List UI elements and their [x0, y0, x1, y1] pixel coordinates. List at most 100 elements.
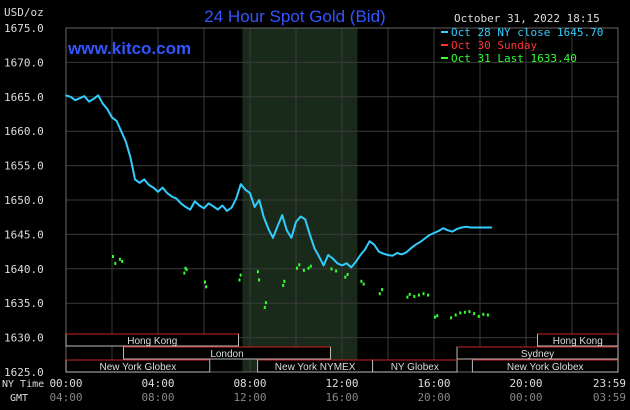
series-point: [442, 227, 445, 230]
prior-day-dot: [381, 288, 384, 292]
chart-title: 24 Hour Spot Gold (Bid): [204, 7, 385, 26]
prior-day-dot: [256, 270, 259, 274]
date-label: October 31, 2022 18:15: [454, 12, 600, 25]
series-point: [490, 226, 493, 229]
y-tick-label: 1635.0: [4, 297, 44, 310]
series-point: [281, 214, 284, 216]
y-tick-label: 1665.0: [4, 91, 44, 104]
series-point: [115, 120, 118, 122]
series-point: [286, 229, 288, 232]
series-point: [221, 204, 224, 207]
series-point: [378, 250, 380, 253]
session-label: London: [210, 349, 243, 360]
series-point: [387, 254, 389, 256]
series-point: [203, 207, 205, 210]
session-label: New York Globex: [100, 362, 177, 373]
y-axis-unit: USD/oz: [4, 6, 44, 19]
prior-day-dot: [427, 293, 430, 297]
prior-day-dot: [307, 266, 310, 270]
series-point: [350, 266, 353, 269]
series-point: [65, 94, 67, 97]
prior-day-dot: [309, 264, 312, 268]
x-tick-label-gmt: 12:00: [233, 391, 266, 404]
series-point: [217, 208, 219, 211]
prior-day-dot: [282, 283, 285, 287]
session-label: Sydney: [521, 349, 554, 360]
series-point: [410, 247, 412, 249]
series-point: [428, 234, 431, 236]
prior-day-dot: [408, 292, 411, 296]
prior-day-dot: [454, 313, 457, 317]
series-point: [447, 229, 449, 232]
series-point: [129, 156, 132, 159]
series-point: [143, 178, 145, 181]
x-tick-label-ny: 20:00: [509, 377, 542, 390]
series-point: [488, 226, 491, 229]
series-point: [226, 210, 228, 212]
series-point: [138, 182, 141, 184]
y-tick-label: 1660.0: [4, 125, 44, 138]
y-tick-label: 1650.0: [4, 194, 44, 207]
series-point: [368, 240, 371, 243]
series-point: [166, 192, 168, 194]
series-point: [405, 251, 408, 254]
prior-day-dot: [263, 305, 266, 309]
series-point: [474, 226, 477, 229]
series-point: [263, 216, 265, 218]
series-point: [125, 140, 127, 143]
series-point: [327, 254, 330, 256]
session-label: Hong Kong: [553, 336, 603, 347]
series-point: [465, 226, 468, 228]
series-point: [69, 96, 72, 98]
series-point: [359, 254, 362, 256]
x-tick-label-gmt: 16:00: [325, 391, 358, 404]
series-point: [253, 206, 256, 208]
sessions-layer: Hong Kong Hong Kong London Sydney New York G…: [65, 333, 619, 373]
series-point: [120, 130, 122, 132]
series-point: [106, 108, 109, 110]
series-point: [272, 237, 274, 239]
series-point: [373, 243, 376, 246]
prior-day-dot: [205, 285, 208, 289]
series-point: [332, 257, 334, 260]
x-tick-label-ny: 08:00: [233, 377, 266, 390]
y-tick-label: 1630.0: [4, 332, 44, 345]
session-label: Hong Kong: [127, 336, 177, 347]
series-point: [382, 252, 385, 255]
series-point: [194, 200, 196, 203]
y-tick-label: 1655.0: [4, 160, 44, 173]
x-tick-label-ny: 16:00: [417, 377, 450, 390]
series-point: [249, 192, 251, 194]
x-tick-labels: 00:0004:0004:0008:0008:0012:0012:0016:00…: [49, 377, 626, 404]
series-point: [336, 262, 339, 265]
prior-day-dot: [360, 279, 363, 283]
series-point: [364, 248, 366, 251]
series-layer: [65, 94, 493, 269]
series-point: [240, 183, 242, 185]
prior-day-dot: [121, 259, 124, 263]
series-point: [184, 206, 187, 208]
series-point: [88, 100, 90, 103]
series-point: [460, 226, 463, 229]
series-point: [355, 261, 357, 263]
series-point: [345, 262, 348, 265]
prior-day-dot: [482, 312, 485, 316]
prior-day-dots-layer: [112, 255, 489, 320]
series-point: [74, 99, 76, 102]
series-point: [295, 221, 297, 223]
y-tick-labels: 1625.0 1630.0 1635.0 1640.0 1645.0 1650.0 1655…: [4, 22, 44, 379]
prior-day-dot: [468, 310, 471, 314]
prior-day-dot: [436, 314, 439, 318]
series-point: [451, 230, 454, 233]
series-point: [97, 94, 99, 97]
series-point: [290, 237, 293, 239]
session-label: New York NYMEX: [275, 362, 356, 373]
series-point: [180, 202, 182, 205]
session-label: New York Globex: [507, 362, 584, 373]
series-point: [318, 255, 320, 258]
series-point: [198, 204, 201, 207]
prior-day-dot: [477, 314, 480, 318]
ny-time-label: NY Time: [2, 379, 44, 390]
prior-day-dot: [330, 267, 333, 271]
